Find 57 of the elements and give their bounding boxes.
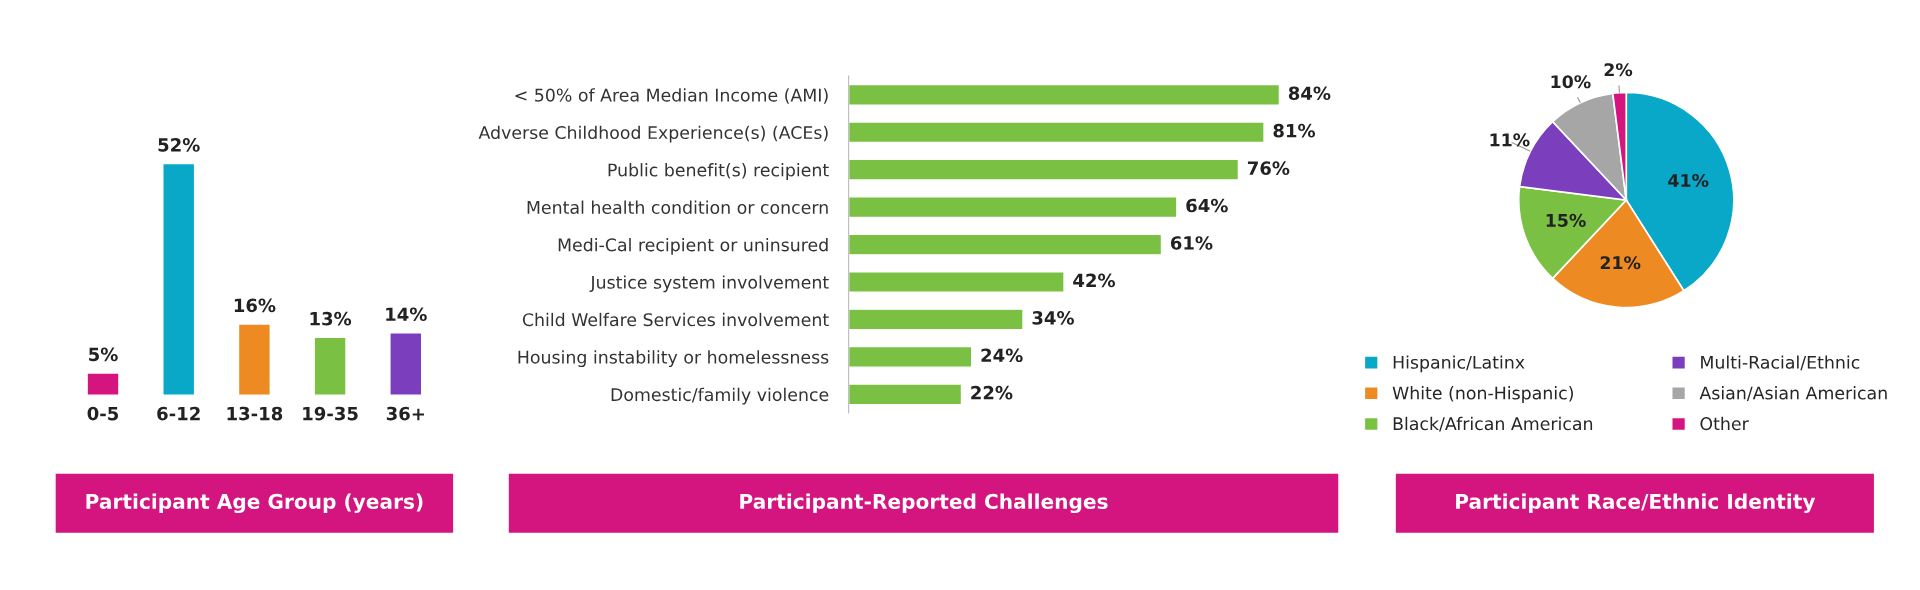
y-tick-label: Public benefit(s) recipient	[608, 163, 829, 180]
x-tick-label: 36+	[386, 406, 424, 421]
data-label: 41%	[1668, 173, 1709, 188]
bar	[162, 162, 196, 396]
bar	[848, 83, 1281, 106]
data-label: 16%	[234, 298, 276, 313]
y-tick-label: Domestic/family violence	[611, 387, 829, 405]
data-label: 81%	[1273, 123, 1316, 138]
data-label: 64%	[1186, 198, 1228, 213]
data-label: 13%	[310, 311, 352, 326]
x-tick-label: 19-35	[303, 406, 358, 421]
data-label: 15%	[1546, 213, 1586, 227]
y-tick-label: < 50% of Area Median Income (AMI)	[515, 88, 828, 104]
legend-label: Other	[1700, 416, 1749, 431]
bar	[848, 196, 1178, 219]
y-tick-label: Justice system involvement	[589, 275, 829, 293]
data-label: 52%	[158, 138, 200, 152]
bar	[848, 345, 973, 368]
data-label: 24%	[981, 348, 1023, 363]
data-label: 34%	[1032, 311, 1074, 325]
x-tick-label: 13-18	[227, 406, 283, 421]
text: Participant Race/Ethnic Identity	[1456, 493, 1816, 514]
legend-label: Black/African American	[1393, 416, 1593, 432]
bar	[848, 308, 1024, 331]
y-tick-label: Adverse Childhood Experience(s) (ACEs)	[478, 125, 828, 143]
bar	[313, 336, 347, 396]
legend-label: Hispanic/Latinx	[1393, 355, 1525, 373]
text: Participant-Reported Challenges	[740, 493, 1108, 514]
data-label: 76%	[1247, 161, 1290, 175]
bar	[389, 332, 423, 396]
legend-label: Multi-Racial/Ethnic	[1701, 355, 1860, 371]
data-label: 2%	[1604, 63, 1633, 77]
x-tick-label: 0-5	[87, 406, 119, 421]
y-tick-label: Medi-Cal recipient or uninsured	[558, 237, 828, 255]
data-label: 84%	[1288, 86, 1331, 101]
bar	[848, 270, 1065, 293]
data-label: 5%	[89, 347, 118, 362]
legend-label: Asian/Asian American	[1699, 386, 1887, 401]
data-label: 61%	[1170, 236, 1213, 250]
x-tick-label: 6-12	[157, 406, 200, 421]
data-label: 42%	[1073, 273, 1116, 288]
bar	[848, 233, 1163, 256]
data-label: 11%	[1490, 133, 1530, 147]
data-label: 22%	[971, 385, 1013, 400]
text: Participant Age Group (years)	[86, 493, 423, 514]
data-label: 10%	[1551, 75, 1591, 89]
bar	[848, 158, 1240, 181]
y-tick-label: Child Welfare Services involvement	[522, 312, 829, 327]
data-label: 21%	[1600, 256, 1641, 270]
data-label: 14%	[386, 307, 427, 322]
bar	[848, 121, 1265, 144]
legend-label: White (non-Hispanic)	[1392, 386, 1573, 403]
bar	[848, 383, 963, 406]
bar	[86, 372, 120, 396]
y-tick-label: Housing instability or homelessness	[518, 350, 829, 368]
y-tick-label: Mental health condition or concern	[527, 200, 828, 214]
bar	[237, 323, 271, 396]
